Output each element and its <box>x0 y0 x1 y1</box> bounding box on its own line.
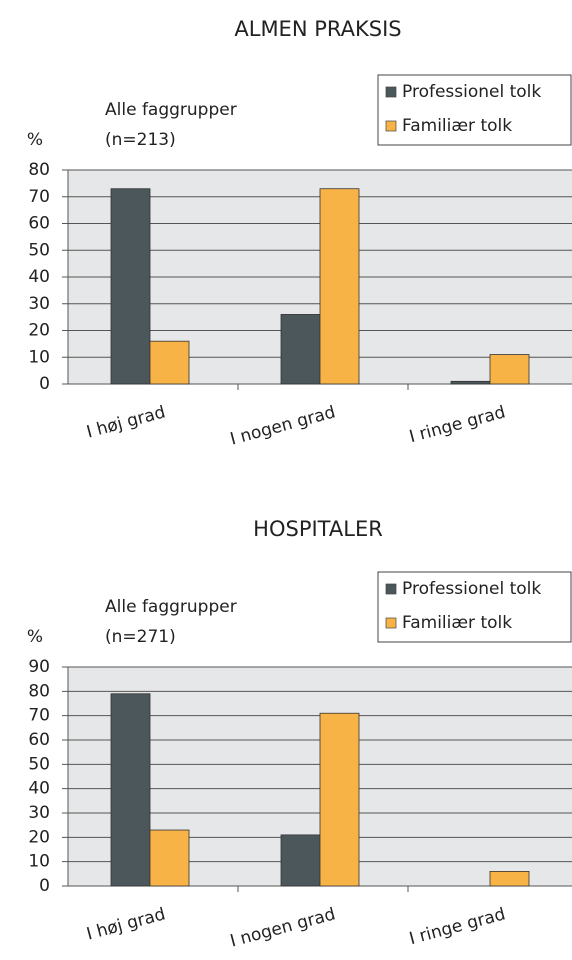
y-tick-label: 50 <box>28 240 50 260</box>
x-tick-label: I nogen grad <box>228 402 338 449</box>
bar <box>280 834 321 887</box>
bar <box>319 712 360 887</box>
y-tick-label: 80 <box>28 160 50 180</box>
bar <box>319 188 360 385</box>
x-tick-label: I høj grad <box>84 904 167 944</box>
y-tick-label: 60 <box>28 214 50 234</box>
y-tick-label: 50 <box>28 754 50 774</box>
bar <box>110 188 151 385</box>
y-tick-label: 30 <box>28 803 50 823</box>
y-tick-label: 0 <box>39 374 50 394</box>
y-tick-label: 40 <box>28 779 50 799</box>
bar <box>149 829 190 887</box>
chart-title: ALMEN PRAKSIS <box>234 17 401 41</box>
bar <box>110 693 151 887</box>
bar <box>149 340 190 385</box>
legend-swatch <box>385 583 397 595</box>
y-tick-label: 80 <box>28 681 50 701</box>
bar <box>280 314 321 385</box>
x-tick-label: I nogen grad <box>228 904 338 951</box>
y-tick-label: 10 <box>28 852 50 872</box>
y-tick-label: 10 <box>28 347 50 367</box>
y-tick-label: 60 <box>28 730 50 750</box>
subtitle: Alle faggrupper <box>105 597 237 617</box>
chart-title: HOSPITALER <box>253 517 383 541</box>
y-tick-label: 70 <box>28 187 50 207</box>
legend-box <box>377 74 572 146</box>
note: (n=271) <box>105 627 176 647</box>
y-axis-label: % <box>27 130 43 150</box>
y-tick-label: 40 <box>28 267 50 287</box>
subtitle: Alle faggrupper <box>105 100 237 120</box>
bar <box>489 871 530 887</box>
note: (n=213) <box>105 130 176 150</box>
y-tick-label: 20 <box>28 827 50 847</box>
legend-label: Familiær tolk <box>402 613 512 633</box>
x-tick-label: I ringe grad <box>407 904 507 949</box>
legend-swatch <box>385 86 397 98</box>
y-tick-label: 0 <box>39 876 50 896</box>
x-tick-label: I ringe grad <box>407 402 507 447</box>
legend-swatch <box>385 617 397 629</box>
x-tick-label: I høj grad <box>84 402 167 442</box>
bar <box>450 380 491 385</box>
legend-label: Familiær tolk <box>402 116 512 136</box>
y-tick-label: 20 <box>28 321 50 341</box>
legend-label: Professionel tolk <box>402 82 541 102</box>
y-axis-label: % <box>27 627 43 647</box>
legend-box <box>377 571 572 643</box>
y-tick-label: 90 <box>28 657 50 677</box>
y-tick-label: 30 <box>28 294 50 314</box>
legend-swatch <box>385 120 397 132</box>
y-tick-label: 70 <box>28 706 50 726</box>
bar <box>489 354 530 385</box>
legend-label: Professionel tolk <box>402 579 541 599</box>
